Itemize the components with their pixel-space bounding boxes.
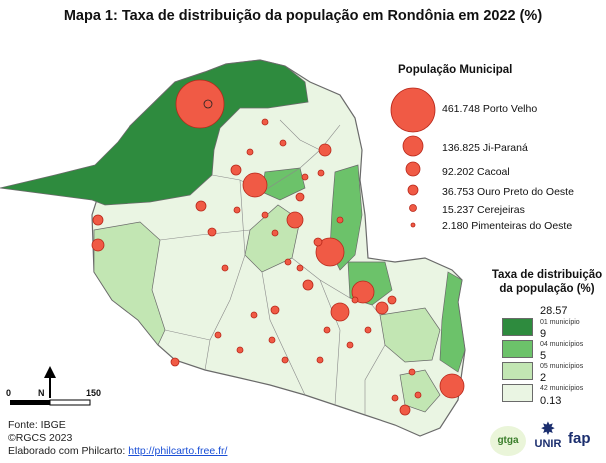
map-title: Mapa 1: Taxa de distribuição da populaçã…	[63, 8, 543, 24]
north-arrow-icon	[44, 366, 56, 398]
population-bubble	[233, 206, 241, 214]
gtga-logo: gtga	[490, 426, 526, 456]
rate-swatch-class-4	[502, 384, 533, 402]
rate-swatch-class-2	[502, 340, 533, 358]
population-bubble	[286, 211, 304, 229]
legend-label-ji-parana: 136.825 Ji-Paraná	[442, 142, 528, 154]
population-bubble	[242, 172, 268, 198]
population-bubble	[207, 227, 217, 237]
population-bubble	[91, 238, 105, 252]
rate-break-3: 5	[540, 350, 547, 362]
copyright-credit: ©RGCS 2023	[8, 432, 73, 444]
population-bubble	[399, 404, 411, 416]
population-bubble	[295, 192, 305, 202]
population-bubble	[351, 280, 375, 304]
population-bubble	[246, 148, 254, 156]
population-bubble	[301, 173, 309, 181]
population-bubble	[279, 139, 287, 147]
rate-count-class-2: 04 municípios	[540, 341, 584, 348]
population-bubble	[302, 279, 314, 291]
population-bubble	[439, 373, 465, 399]
region-class-3-south	[399, 369, 441, 413]
legend-label-pimenteiras: 2.180 Pimenteiras do Oeste	[442, 220, 573, 232]
source-credit: Fonte: IBGE	[8, 419, 66, 431]
population-bubble	[281, 356, 289, 364]
population-bubble	[195, 200, 207, 212]
population-bubble	[313, 237, 323, 247]
scale-start: 0	[6, 388, 12, 398]
population-bubble	[414, 391, 422, 399]
fap-logo: fap	[568, 430, 591, 447]
rate-swatch-class-3	[502, 362, 533, 380]
rate-swatch-class-1	[502, 318, 533, 336]
population-bubble	[175, 79, 225, 129]
population-bubble	[261, 118, 269, 126]
population-bubble	[214, 331, 222, 339]
population-bubble	[330, 302, 350, 322]
population-bubble	[315, 237, 345, 267]
unir-logo: ✸ UNIR	[534, 421, 562, 451]
rate-break-1: 28.57	[540, 305, 568, 317]
population-bubble	[317, 169, 325, 177]
rate-count-class-4: 42 municípios	[540, 385, 584, 392]
population-bubble	[375, 301, 389, 315]
legend-bubble-1	[390, 87, 436, 133]
rate-legend-title: Taxa de distribuição da população (%)	[491, 269, 603, 295]
scale-bar	[10, 399, 91, 406]
philcarto-link[interactable]: http://philcarto.free.fr/	[128, 445, 228, 457]
region-class-1-porto-velho	[0, 59, 309, 206]
population-bubble	[316, 356, 324, 364]
municipal-boundaries	[159, 119, 386, 415]
population-bubble	[318, 143, 332, 157]
legend-bubble-4	[407, 184, 419, 196]
population-bubble	[408, 368, 416, 376]
porto-velho-marker	[203, 99, 213, 109]
population-bubble	[170, 357, 180, 367]
legend-label-porto-velho: 461.748 Porto Velho	[442, 103, 538, 115]
rate-break-4: 2	[540, 372, 547, 384]
population-bubble	[284, 258, 292, 266]
population-bubble	[336, 216, 344, 224]
region-class-3-sw	[93, 221, 166, 346]
population-bubble	[230, 164, 242, 176]
legend-label-cacoal: 92.202 Cacoal	[442, 166, 510, 178]
population-bubble	[250, 311, 258, 319]
rate-break-2: 9	[540, 328, 547, 340]
made-with-credit: Elaborado com Philcarto: http://philcart…	[8, 445, 228, 457]
legend-bubble-6	[410, 222, 416, 228]
population-bubble	[268, 336, 276, 344]
unir-emblem-icon: ✸	[541, 421, 555, 438]
north-label: N	[38, 388, 45, 398]
population-bubble	[270, 305, 280, 315]
population-bubbles	[91, 79, 465, 416]
legend-label-ouro-preto: 36.753 Ouro Preto do Oeste	[442, 186, 574, 198]
population-legend-symbols	[390, 87, 436, 228]
population-bubble	[346, 341, 354, 349]
population-bubble	[271, 229, 279, 237]
population-bubble	[323, 326, 331, 334]
legend-bubble-5	[409, 204, 417, 212]
population-bubble	[92, 214, 104, 226]
rate-count-class-1: 01 município	[540, 319, 580, 326]
legend-bubble-2	[402, 135, 424, 157]
population-bubble	[296, 264, 304, 272]
population-bubble	[364, 326, 372, 334]
region-class-2-d	[439, 271, 466, 373]
legend-bubble-3	[405, 161, 421, 177]
population-bubble	[391, 394, 399, 402]
population-bubble	[387, 295, 397, 305]
population-bubble	[261, 211, 269, 219]
population-bubble	[351, 296, 359, 304]
scale-end: 150	[86, 388, 102, 398]
population-bubble	[221, 264, 229, 272]
population-bubble	[236, 346, 244, 354]
rate-count-class-3: 05 municípios	[540, 363, 584, 370]
rate-break-5: 0.13	[540, 395, 562, 407]
population-legend-title: População Municipal	[398, 64, 513, 76]
legend-label-cerejeiras: 15.237 Cerejeiras	[442, 204, 525, 216]
